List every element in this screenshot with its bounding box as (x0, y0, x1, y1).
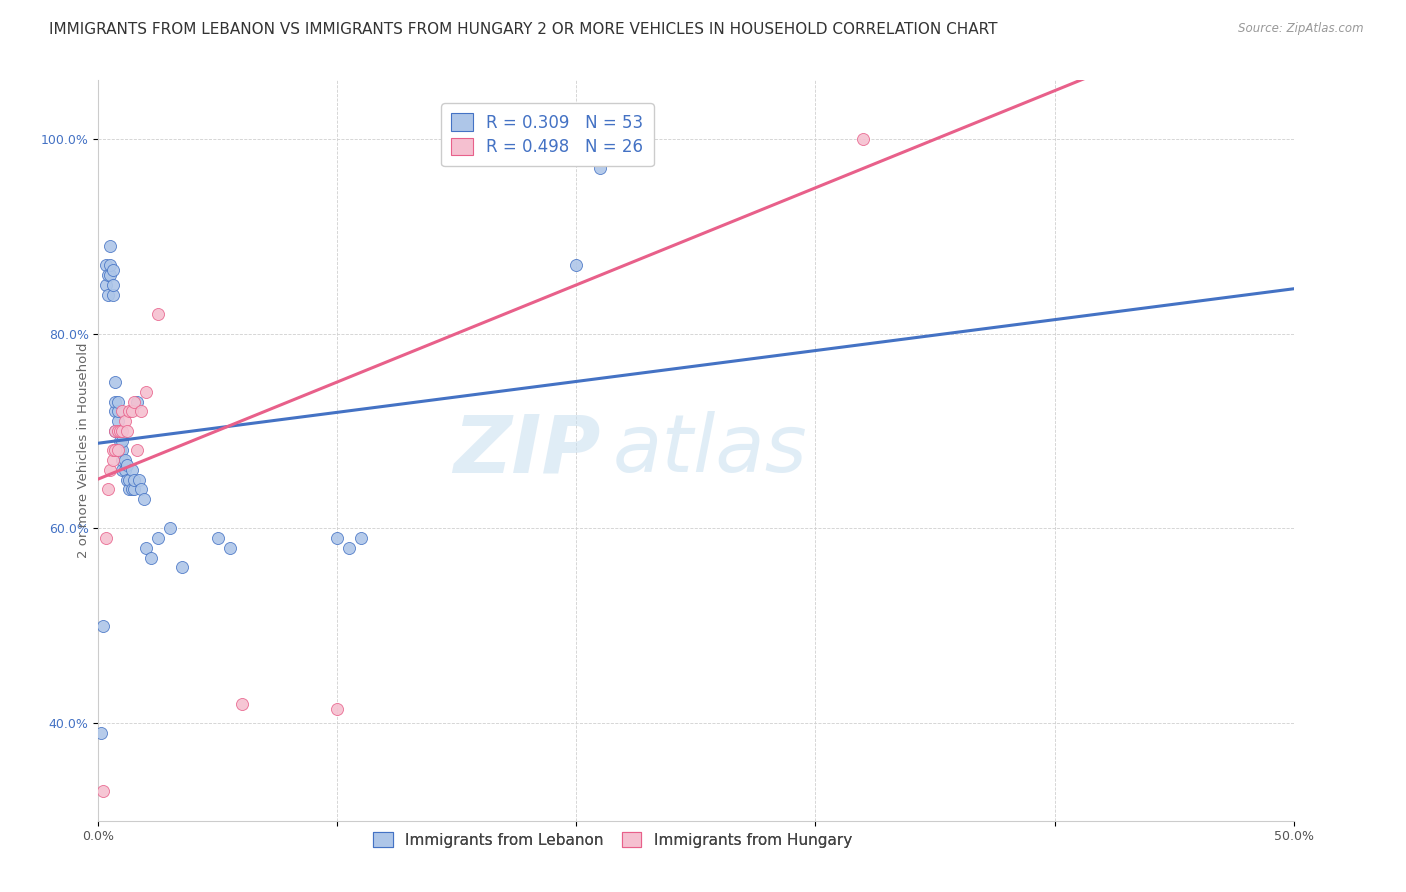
Point (111, 434, 134, 448)
Point (104, 376, 127, 390)
Point (108, 424, 131, 438)
Point (159, 521, 181, 535)
Point (125, 443, 148, 458)
Point (104, 404, 127, 418)
Point (111, 443, 134, 458)
Point (94, 277, 117, 292)
Point (135, 541, 157, 555)
Point (104, 394, 127, 409)
Point (350, 531, 373, 545)
Point (114, 463, 136, 477)
Point (101, 277, 124, 292)
Point (121, 483, 143, 497)
Y-axis label: 2 or more Vehicles in Household: 2 or more Vehicles in Household (77, 343, 90, 558)
Point (118, 473, 141, 487)
Point (852, 132, 875, 146)
Point (118, 404, 141, 418)
Text: ZIP: ZIP (453, 411, 600, 490)
Point (118, 483, 141, 497)
Point (131, 404, 153, 418)
Point (565, 132, 588, 146)
Point (207, 531, 229, 545)
Point (121, 463, 143, 477)
Point (101, 443, 124, 458)
Point (115, 473, 138, 487)
Point (98, 268, 122, 282)
Point (148, 531, 170, 545)
Text: Source: ZipAtlas.com: Source: ZipAtlas.com (1239, 22, 1364, 36)
Point (107, 404, 129, 418)
Point (148, 307, 170, 321)
Point (101, 453, 124, 467)
Point (111, 463, 134, 477)
Point (172, 560, 194, 574)
Point (124, 473, 146, 487)
Point (97, 287, 120, 301)
Point (125, 394, 148, 409)
Point (108, 424, 131, 438)
Text: IMMIGRANTS FROM LEBANON VS IMMIGRANTS FROM HUNGARY 2 OR MORE VEHICLES IN HOUSEHO: IMMIGRANTS FROM LEBANON VS IMMIGRANTS FR… (49, 22, 998, 37)
Point (565, 259, 588, 273)
Point (98, 239, 122, 253)
Point (107, 424, 129, 438)
Point (107, 414, 129, 428)
Point (219, 541, 242, 555)
Point (115, 458, 138, 472)
Point (94, 259, 117, 273)
Point (132, 492, 155, 507)
Point (124, 394, 146, 409)
Point (114, 414, 136, 428)
Point (107, 394, 129, 409)
Point (231, 697, 253, 711)
Point (98, 259, 122, 273)
Point (139, 550, 162, 565)
Point (124, 483, 146, 497)
Point (91, 619, 114, 633)
Legend: Immigrants from Lebanon, Immigrants from Hungary: Immigrants from Lebanon, Immigrants from… (367, 825, 858, 854)
Point (107, 424, 129, 438)
Point (111, 404, 134, 418)
Text: atlas: atlas (613, 411, 807, 490)
Point (339, 541, 361, 555)
Point (97, 268, 120, 282)
Point (107, 443, 129, 458)
Point (97, 483, 120, 497)
Point (128, 473, 150, 487)
Point (326, 531, 349, 545)
Point (108, 434, 131, 448)
Point (98, 463, 122, 477)
Point (108, 443, 131, 458)
Point (101, 263, 124, 277)
Point (104, 443, 127, 458)
Point (131, 483, 153, 497)
Point (91, 784, 114, 798)
Point (94, 531, 117, 545)
Point (326, 701, 349, 715)
Point (111, 424, 134, 438)
Point (589, 161, 612, 175)
Point (104, 424, 127, 438)
Point (115, 424, 138, 438)
Point (121, 404, 143, 418)
Point (101, 287, 124, 301)
Point (104, 424, 127, 438)
Point (114, 453, 136, 467)
Point (90, 726, 112, 740)
Point (135, 384, 157, 399)
Point (111, 453, 134, 467)
